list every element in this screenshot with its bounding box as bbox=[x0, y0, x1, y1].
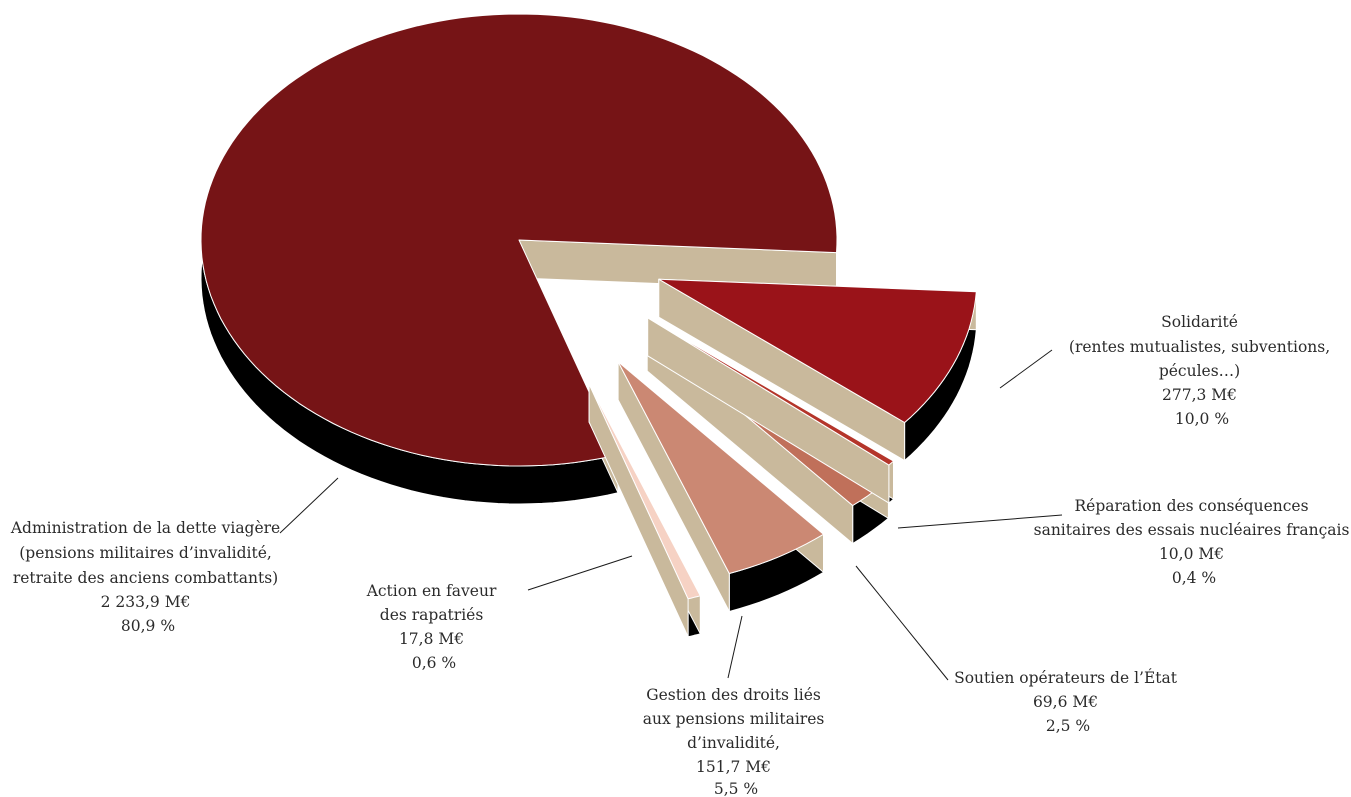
label-admin-line1: Administration de la dette viagère bbox=[10, 519, 280, 537]
slice-reparation-top bbox=[647, 317, 894, 466]
label-reparation-line1: Réparation des conséquences bbox=[1075, 497, 1309, 515]
label-solidarite-line2: (rentes mutualistes, subventions, bbox=[1069, 338, 1330, 356]
label-solidarite-value: 277,3 M€ bbox=[1162, 386, 1237, 404]
leader-lines bbox=[279, 349, 1063, 681]
slice-reparation bbox=[647, 317, 894, 504]
slice-rapatries-top bbox=[588, 383, 701, 600]
label-admin: Administration de la dette viagère (pens… bbox=[10, 519, 285, 635]
pie-slices bbox=[200, 13, 977, 638]
label-solidarite-percent: 10,0 % bbox=[1175, 410, 1229, 428]
slice-gestion bbox=[617, 361, 824, 612]
leader-admin bbox=[279, 477, 339, 534]
label-solidarite: Solidarité (rentes mutualistes, subventi… bbox=[1069, 313, 1335, 428]
label-soutien-line1: Soutien opérateurs de l’État bbox=[954, 669, 1178, 687]
label-gestion-line1: Gestion des droits liés bbox=[646, 686, 821, 704]
leader-soutien bbox=[855, 565, 949, 681]
slice-solidarite bbox=[658, 278, 977, 461]
label-reparation-line2: sanitaires des essais nucléaires françai… bbox=[1034, 521, 1350, 539]
label-admin-percent: 80,9 % bbox=[121, 617, 175, 635]
label-soutien-value: 69,6 M€ bbox=[1033, 693, 1098, 711]
slice-rapatries bbox=[588, 383, 701, 638]
label-gestion-value: 151,7 M€ bbox=[696, 758, 771, 776]
label-soutien-percent: 2,5 % bbox=[1046, 717, 1090, 735]
label-reparation: Réparation des conséquences sanitaires d… bbox=[1034, 497, 1351, 587]
label-soutien: Soutien opérateurs de l’État 69,6 M€ 2,5… bbox=[954, 669, 1182, 735]
leader-solidarite bbox=[999, 349, 1053, 389]
label-gestion-line2: aux pensions militaires bbox=[643, 710, 825, 728]
label-reparation-value: 10,0 M€ bbox=[1159, 545, 1224, 563]
label-admin-line2: (pensions militaires d’invalidité, bbox=[19, 544, 272, 562]
leader-reparation bbox=[897, 514, 1063, 529]
label-rapatries-line2: des rapatriés bbox=[380, 606, 484, 624]
label-gestion-percent: 5,5 % bbox=[714, 780, 758, 797]
label-solidarite-line3: pécules…) bbox=[1159, 362, 1240, 380]
label-reparation-percent: 0,4 % bbox=[1172, 569, 1216, 587]
slice-admin-top bbox=[200, 13, 838, 467]
label-admin-value: 2 233,9 M€ bbox=[101, 593, 191, 611]
leader-gestion bbox=[727, 615, 743, 679]
label-admin-line3: retraite des anciens combattants) bbox=[13, 569, 278, 587]
label-rapatries-line1: Action en faveur bbox=[366, 582, 497, 600]
slice-gestion-top bbox=[617, 361, 824, 574]
slice-solidarite-top bbox=[658, 278, 977, 423]
label-gestion: Gestion des droits liés aux pensions mil… bbox=[643, 686, 830, 797]
label-rapatries-value: 17,8 M€ bbox=[399, 630, 464, 648]
label-rapatries-percent: 0,6 % bbox=[412, 654, 456, 672]
label-gestion-line3: d’invalidité, bbox=[687, 734, 780, 752]
label-solidarite-line1: Solidarité bbox=[1161, 313, 1238, 331]
leader-rapatries bbox=[527, 555, 633, 591]
slice-labels: Administration de la dette viagère (pens… bbox=[10, 313, 1351, 797]
label-rapatries: Action en faveur des rapatriés 17,8 M€ 0… bbox=[366, 582, 502, 672]
